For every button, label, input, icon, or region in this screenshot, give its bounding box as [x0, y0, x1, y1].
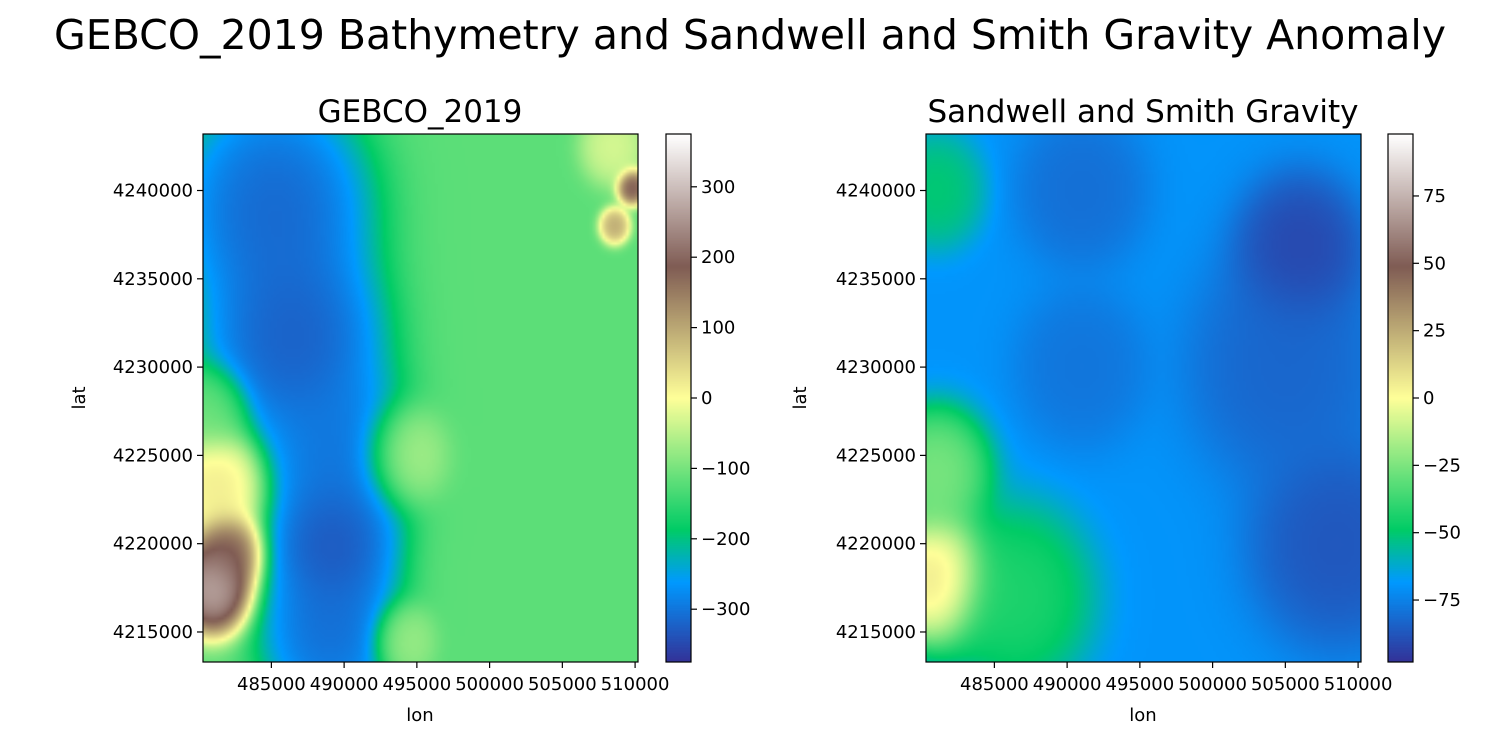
y-tick-label: 4225000 [113, 445, 193, 466]
panel-title-gebco: GEBCO_2019 [318, 94, 523, 130]
x-tick-label: 510000 [1324, 674, 1393, 695]
x-tick-label: 505000 [528, 674, 597, 695]
panel-gravity: Sandwell and Smith Gravity 485000 490000 4… [790, 94, 1461, 726]
colorbar-tick-label: −300 [701, 599, 750, 620]
y-tick-label: 4230000 [113, 357, 193, 378]
colorbar-tick-label: −100 [701, 458, 750, 479]
x-tick-label: 490000 [1033, 674, 1102, 695]
y-tick-label: 4235000 [113, 269, 193, 290]
y-axis-label-gravity: lat [790, 386, 811, 409]
x-tick-label: 485000 [237, 674, 306, 695]
y-tick-label: 4240000 [836, 181, 916, 202]
colorbar-tick-label: 200 [701, 247, 735, 268]
colorbar-tick-label: −50 [1423, 523, 1461, 544]
plot-frame-gebco [202, 133, 639, 663]
y-tick-label: 4240000 [113, 181, 193, 202]
colorbar-tick-label: 50 [1423, 253, 1446, 274]
y-tick-label: 4215000 [836, 622, 916, 643]
colorbar-tick-label: −200 [701, 529, 750, 550]
x-tick-label: 505000 [1251, 674, 1320, 695]
x-tick-label: 495000 [1106, 674, 1175, 695]
x-axis-label-gebco: lon [406, 705, 433, 726]
colorbar-gravity [1388, 134, 1413, 662]
colorbar-tick-label: −25 [1423, 455, 1461, 476]
colorbar-ticks-gebco: −300 −200 −100 0 100 200 300 [691, 177, 750, 620]
y-tick-label: 4215000 [113, 622, 193, 643]
colorbar-tick-label: 100 [701, 318, 735, 339]
y-axis-label-gebco: lat [69, 386, 90, 409]
x-tick-label: 510000 [601, 674, 670, 695]
figure-title: GEBCO_2019 Bathymetry and Sandwell and S… [54, 11, 1446, 59]
plot-frame-gravity [925, 133, 1362, 663]
y-ticks-gravity: 4215000 4220000 4225000 4230000 4235000 42400… [836, 181, 926, 643]
x-tick-label: 500000 [1178, 674, 1247, 695]
x-tick-label: 500000 [455, 674, 524, 695]
heatmap-gebco [203, 134, 638, 662]
y-tick-label: 4220000 [836, 534, 916, 555]
colorbar-tick-label: 25 [1423, 321, 1446, 342]
colorbar-tick-label: 0 [1423, 388, 1434, 409]
y-tick-label: 4220000 [113, 534, 193, 555]
y-tick-label: 4225000 [836, 445, 916, 466]
colorbar-tick-label: 300 [701, 177, 735, 198]
panel-title-gravity: Sandwell and Smith Gravity [927, 94, 1358, 130]
colorbar-gebco [666, 134, 691, 662]
colorbar-tick-label: 75 [1423, 186, 1446, 207]
y-tick-label: 4230000 [836, 357, 916, 378]
colorbar-ticks-gravity: −75 −50 −25 0 25 50 75 [1413, 186, 1461, 611]
y-tick-label: 4235000 [836, 269, 916, 290]
x-ticks-gravity: 485000 490000 495000 500000 505000 510000 [960, 662, 1392, 695]
x-tick-label: 495000 [383, 674, 452, 695]
heatmap-gravity [926, 134, 1361, 662]
x-ticks-gebco: 485000 490000 495000 500000 505000 510000 [237, 662, 669, 695]
panel-gebco: GEBCO_2019 485000 490000 495000 500000 50500… [69, 94, 750, 726]
y-ticks-gebco: 4215000 4220000 4225000 4230000 4235000 42400… [113, 181, 203, 643]
x-tick-label: 485000 [960, 674, 1029, 695]
x-axis-label-gravity: lon [1129, 705, 1156, 726]
x-tick-label: 490000 [310, 674, 379, 695]
colorbar-tick-label: −75 [1423, 590, 1461, 611]
colorbar-tick-label: 0 [701, 388, 712, 409]
